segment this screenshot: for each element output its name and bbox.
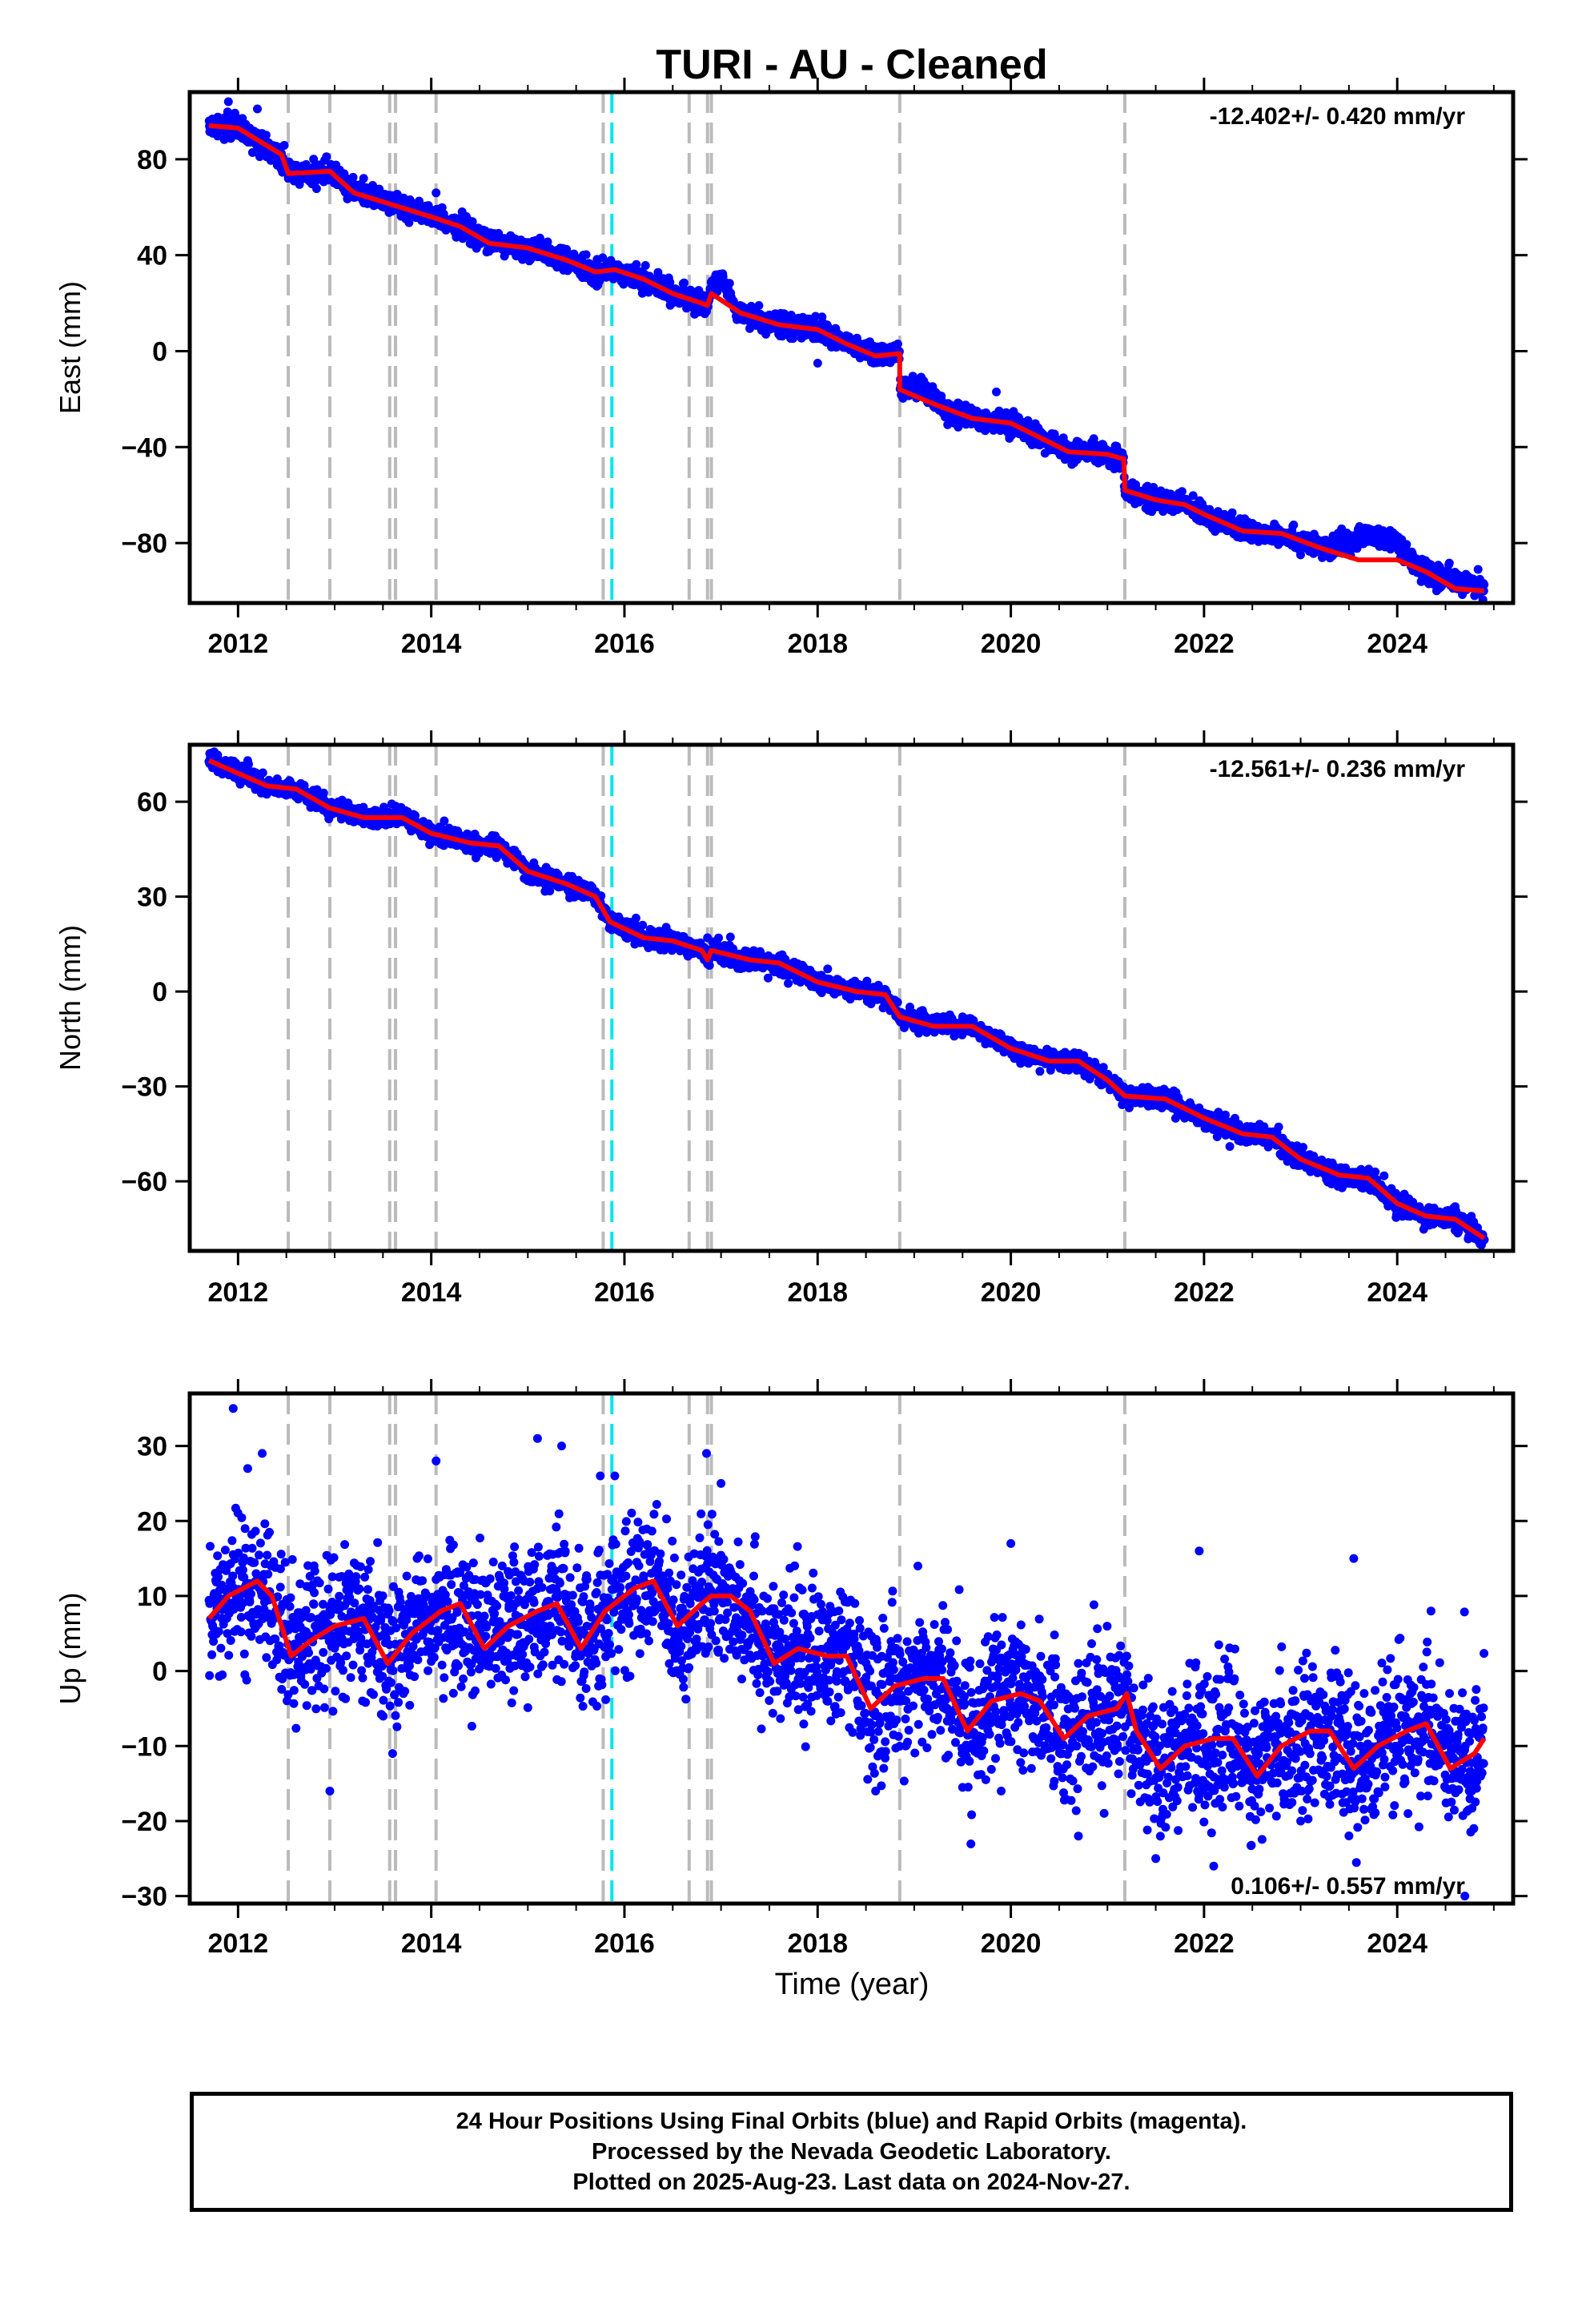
- chart-title: TURI - AU - Cleaned: [656, 42, 1047, 88]
- data-point: [725, 279, 734, 288]
- data-point: [432, 188, 441, 198]
- data-point: [784, 979, 793, 988]
- plot-area: [204, 92, 1489, 603]
- x-tick-label: 2020: [981, 629, 1042, 659]
- data-point: [440, 816, 449, 826]
- data-point: [456, 231, 465, 241]
- data-point: [714, 933, 723, 943]
- data-point: [779, 309, 789, 319]
- data-point: [312, 785, 322, 794]
- data-point: [279, 141, 289, 150]
- data-point: [359, 174, 368, 183]
- plot-frame: [187, 90, 1516, 605]
- x-tick-label: 2016: [594, 629, 655, 659]
- data-point: [789, 334, 797, 344]
- data-point: [309, 155, 319, 164]
- data-point: [705, 961, 714, 970]
- data-point: [404, 218, 414, 227]
- data-point: [725, 932, 735, 942]
- data-point: [943, 420, 953, 429]
- data-point: [813, 359, 822, 368]
- y-tick-label: 40: [137, 241, 167, 271]
- x-tick-label: 2018: [787, 629, 848, 659]
- data-point: [311, 184, 321, 194]
- data-point: [653, 267, 663, 277]
- data-point: [415, 196, 424, 206]
- y-tick-label: 80: [137, 145, 167, 175]
- data-point: [1473, 565, 1483, 574]
- y-axis-label: East (mm): [54, 281, 86, 414]
- data-point: [638, 920, 648, 930]
- data-point: [1296, 550, 1305, 560]
- data-point: [631, 913, 640, 923]
- data-point: [992, 387, 1001, 396]
- x-tick-label: 2024: [1367, 629, 1427, 659]
- plot-area: [204, 745, 1489, 1251]
- data-point: [1480, 580, 1489, 589]
- data-point: [811, 312, 821, 321]
- x-tick-label: 2012: [208, 629, 269, 659]
- data-point: [763, 973, 773, 983]
- rate-label: -12.402+/- 0.420 mm/yr: [1210, 103, 1466, 130]
- x-tick-label: 2022: [1174, 629, 1235, 659]
- data-point: [1177, 487, 1186, 497]
- data-point: [223, 107, 232, 117]
- data-point: [543, 237, 552, 247]
- y-tick-label: 0: [152, 336, 167, 367]
- data-point: [261, 131, 271, 140]
- data-point: [359, 802, 368, 812]
- data-point: [319, 788, 328, 798]
- data-point: [632, 259, 641, 269]
- data-point: [581, 250, 591, 259]
- y-tick-label: −40: [121, 432, 167, 463]
- data-point: [1227, 508, 1237, 517]
- data-point: [640, 261, 650, 270]
- data-point: [1188, 491, 1198, 501]
- data-point: [1289, 521, 1299, 529]
- x-tick-label: 2014: [401, 629, 462, 659]
- panel-north: 2012 2014 2016 2018 2020 2022 202460300−30−60N…: [54, 730, 1528, 1308]
- y-tick-label: −80: [121, 529, 167, 559]
- data-point: [598, 253, 608, 263]
- data-point: [823, 964, 833, 974]
- data-point: [893, 340, 902, 348]
- data-point: [253, 104, 262, 114]
- data-point: [680, 278, 689, 287]
- data-point: [322, 152, 331, 162]
- data-point: [754, 301, 764, 310]
- data-point: [665, 278, 675, 287]
- data-point: [1444, 558, 1454, 568]
- data-point: [712, 275, 721, 284]
- data-point: [223, 97, 233, 107]
- data-point: [1402, 540, 1411, 549]
- model-line: [208, 123, 1485, 593]
- observation-points: [204, 747, 1489, 1250]
- data-point: [258, 768, 267, 778]
- panel-east: 2012 2014 2016 2018 2020 2022 2024 80 40 0 −40 −80 E…: [54, 78, 1528, 659]
- data-point: [348, 172, 358, 182]
- observation-points: [204, 97, 1489, 603]
